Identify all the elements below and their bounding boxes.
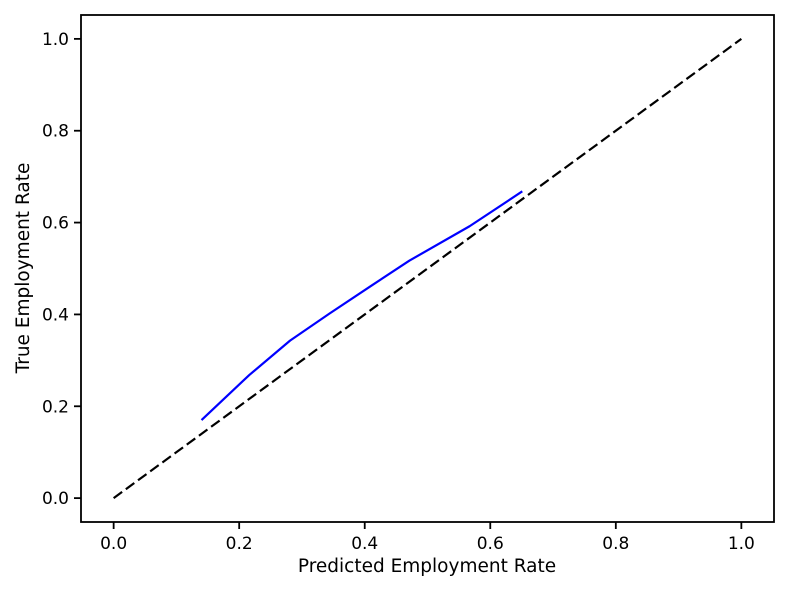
- calibration-curve-line: [200, 190, 523, 421]
- plot-border: [80, 14, 775, 523]
- y-tick-label: 0.2: [42, 397, 69, 417]
- x-tick-label: 0.2: [226, 534, 253, 554]
- x-tick-label: 0.8: [602, 534, 629, 554]
- x-tick-label: 0.4: [351, 534, 378, 554]
- x-axis-label: Predicted Employment Rate: [298, 556, 556, 577]
- x-tick-label: 1.0: [728, 534, 755, 554]
- y-tick-label: 0.6: [42, 214, 69, 234]
- y-tick-label: 0.0: [42, 489, 69, 509]
- y-tick-label: 0.4: [42, 305, 69, 325]
- y-tick-label: 0.8: [42, 122, 69, 142]
- x-tick-label: 0.6: [477, 534, 504, 554]
- x-tick-label: 0.0: [100, 534, 127, 554]
- series-layer: [112, 37, 743, 500]
- perfect-calibration-reference-line: [112, 37, 743, 500]
- plot-area: [81, 15, 774, 522]
- y-tick-label: 1.0: [42, 30, 69, 50]
- tick-layer: 0.0 0.2 0.4 0.6 0.8 1.0 0.0 0.2 0.4 0.6 0.8 1.0: [42, 30, 755, 554]
- y-axis-label: True Employment Rate: [13, 163, 34, 375]
